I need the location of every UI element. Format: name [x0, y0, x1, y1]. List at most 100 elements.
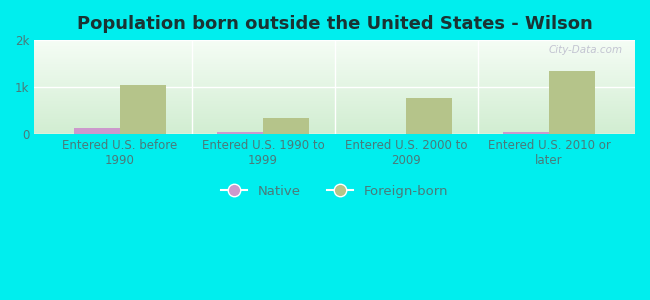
Bar — [34, 74, 635, 75]
Bar — [34, 105, 635, 106]
Bar — [34, 57, 635, 58]
Bar — [34, 95, 635, 96]
Bar — [34, 91, 635, 92]
Bar — [34, 117, 635, 118]
Bar — [34, 64, 635, 65]
Bar — [34, 40, 635, 41]
Bar — [34, 52, 635, 53]
Bar — [34, 122, 635, 123]
Bar — [34, 125, 635, 126]
Bar — [34, 119, 635, 120]
Bar — [34, 87, 635, 88]
Bar — [34, 128, 635, 129]
Bar — [34, 93, 635, 94]
Bar — [34, 72, 635, 73]
Bar — [34, 75, 635, 76]
Bar — [503, 132, 549, 134]
Bar — [34, 79, 635, 80]
Bar — [34, 120, 635, 121]
Bar — [34, 104, 635, 105]
Bar — [34, 82, 635, 83]
Bar — [34, 48, 635, 49]
Bar — [34, 41, 635, 42]
Bar — [34, 42, 635, 43]
Bar — [34, 51, 635, 52]
Bar — [120, 85, 166, 134]
Bar — [34, 45, 635, 46]
Title: Population born outside the United States - Wilson: Population born outside the United State… — [77, 15, 593, 33]
Bar — [34, 78, 635, 79]
Bar — [34, 89, 635, 90]
Bar — [34, 99, 635, 100]
Bar — [34, 61, 635, 62]
Legend: Native, Foreign-born: Native, Foreign-born — [215, 180, 454, 203]
Bar — [34, 46, 635, 47]
Bar — [34, 118, 635, 119]
Bar — [34, 123, 635, 124]
Bar — [34, 126, 635, 127]
Bar — [74, 128, 120, 134]
Bar — [34, 106, 635, 107]
Bar — [34, 98, 635, 99]
Bar — [34, 59, 635, 60]
Bar — [34, 81, 635, 82]
Bar — [34, 94, 635, 95]
Bar — [549, 70, 595, 134]
Bar — [34, 88, 635, 89]
Bar — [34, 66, 635, 67]
Bar — [34, 68, 635, 69]
Bar — [263, 118, 309, 134]
Bar — [34, 84, 635, 85]
Bar — [34, 85, 635, 86]
Bar — [34, 112, 635, 113]
Bar — [34, 121, 635, 122]
Bar — [34, 133, 635, 134]
Bar — [34, 71, 635, 72]
Bar — [34, 58, 635, 59]
Bar — [34, 124, 635, 125]
Bar — [34, 63, 635, 64]
Bar — [406, 98, 452, 134]
Bar — [34, 107, 635, 108]
Bar — [34, 54, 635, 55]
Bar — [34, 76, 635, 77]
Bar — [34, 60, 635, 61]
Bar — [34, 77, 635, 78]
Bar — [34, 129, 635, 130]
Bar — [34, 103, 635, 104]
Bar — [34, 96, 635, 97]
Bar — [34, 62, 635, 63]
Bar — [34, 65, 635, 66]
Bar — [34, 102, 635, 103]
Bar — [34, 114, 635, 115]
Bar — [34, 53, 635, 54]
Bar — [34, 127, 635, 128]
Bar — [34, 47, 635, 48]
Bar — [34, 67, 635, 68]
Bar — [34, 49, 635, 50]
Bar — [34, 131, 635, 132]
Text: City-Data.com: City-Data.com — [549, 45, 623, 55]
Bar — [34, 69, 635, 70]
Bar — [34, 111, 635, 112]
Bar — [34, 92, 635, 93]
Bar — [34, 70, 635, 71]
Bar — [34, 132, 635, 133]
Bar — [34, 83, 635, 84]
Bar — [34, 116, 635, 117]
Bar — [34, 50, 635, 51]
Bar — [217, 132, 263, 134]
Bar — [34, 90, 635, 91]
Bar — [34, 100, 635, 101]
Bar — [34, 43, 635, 44]
Bar — [34, 56, 635, 57]
Bar — [34, 97, 635, 98]
Bar — [34, 130, 635, 131]
Bar — [34, 80, 635, 81]
Bar — [34, 110, 635, 111]
Bar — [34, 108, 635, 109]
Bar — [34, 86, 635, 87]
Bar — [34, 101, 635, 102]
Bar — [34, 44, 635, 45]
Bar — [34, 115, 635, 116]
